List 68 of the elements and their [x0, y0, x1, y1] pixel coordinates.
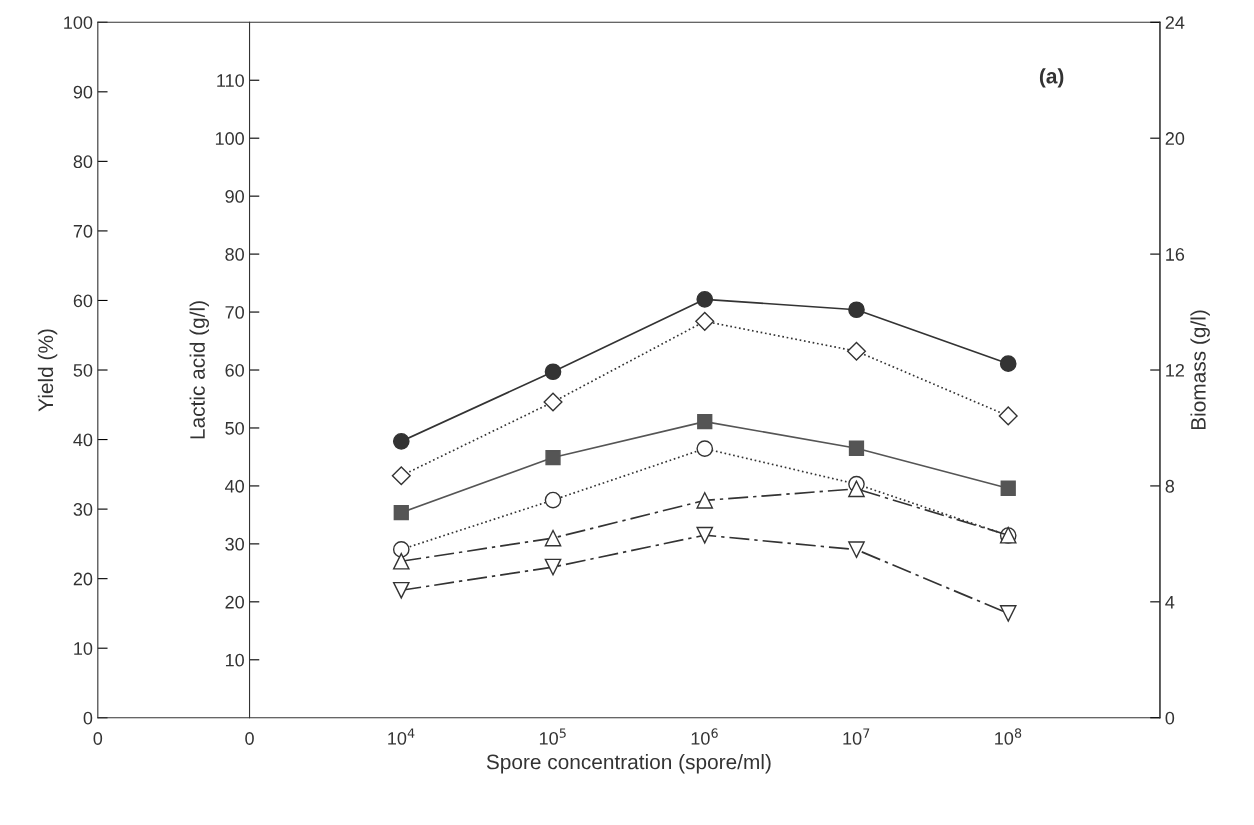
point: [1000, 480, 1016, 496]
y-tick-label: 90: [73, 85, 93, 99]
y3-tick-label: 8: [1165, 479, 1175, 493]
point: [848, 480, 865, 498]
point: [391, 466, 411, 486]
point: [848, 301, 865, 319]
point: [392, 541, 410, 558]
y2-tick-label: 70: [225, 305, 244, 319]
point: [392, 432, 410, 450]
y3-axis-title: Biomass (g/l): [1190, 310, 1210, 430]
point: [545, 449, 561, 466]
point: [544, 529, 562, 547]
y3-tick-label: 24: [1165, 16, 1185, 29]
point: [848, 541, 865, 559]
point: [999, 605, 1017, 622]
y2-tick-label: 50: [225, 421, 244, 435]
x-tick-label: 10$^{8}$: [995, 728, 1022, 745]
y-tick-label: 60: [73, 294, 93, 308]
y2-tick-label: 90: [225, 190, 244, 203]
point: [695, 311, 715, 331]
y-tick-label: 40: [73, 433, 93, 447]
point: [846, 341, 867, 361]
y-tick-label: 100: [64, 16, 93, 29]
point: [848, 440, 865, 456]
point: [544, 363, 562, 381]
y-tick-label: 20: [73, 572, 93, 586]
point: [696, 526, 714, 544]
y2-tick-label: 10: [225, 653, 244, 667]
point: [998, 406, 1018, 426]
y-tick-label: 50: [73, 363, 93, 377]
y3-tick-label: 4: [1165, 595, 1175, 609]
x-tick-label: 10$^{5}$: [539, 728, 566, 745]
y3-tick-label: 20: [1165, 132, 1185, 145]
y2-tick-label: 60: [225, 363, 244, 377]
y2-tick-label: 40: [225, 479, 244, 493]
y-tick-label: 70: [73, 224, 93, 238]
x-axis-title: Spore concentration (spore/ml): [486, 754, 771, 774]
point: [393, 504, 409, 521]
point: [392, 581, 410, 599]
x-tick-label: 0: [93, 732, 103, 745]
y-tick-label: 10: [74, 642, 93, 655]
point: [392, 552, 410, 570]
point: [696, 290, 714, 308]
point: [696, 492, 714, 509]
x-tick-label: 10$^{6}$: [691, 728, 718, 745]
y3-tick-label: 12: [1166, 363, 1184, 377]
point: [697, 413, 713, 430]
point: [999, 355, 1017, 372]
y2-tick-label: 100: [215, 132, 244, 145]
y-tick-label: 0: [83, 711, 93, 725]
x-tick-label: 10$^{7}$: [843, 728, 870, 745]
y2-axis-title: Lactic acid (g/l): [189, 301, 210, 439]
point: [696, 440, 714, 457]
annotation: (a): [1039, 68, 1064, 88]
y2-tick-label: 30: [225, 537, 244, 551]
y-tick-label: 80: [73, 155, 93, 169]
point: [544, 491, 562, 509]
y-tick-label: 30: [73, 503, 93, 516]
x-tick-label: 10$^{4}$: [388, 728, 415, 745]
y3-tick-label: 16: [1166, 248, 1185, 261]
point: [544, 558, 562, 576]
x-tick-label: 0: [245, 732, 254, 745]
y2-tick-label: 80: [225, 248, 244, 261]
y-axis-title: Yield (%): [37, 329, 58, 412]
y2-tick-label: 20: [225, 595, 244, 609]
y2-tick-label: 110: [217, 74, 244, 87]
y3-tick-label: 0: [1165, 711, 1175, 725]
point: [543, 392, 563, 412]
